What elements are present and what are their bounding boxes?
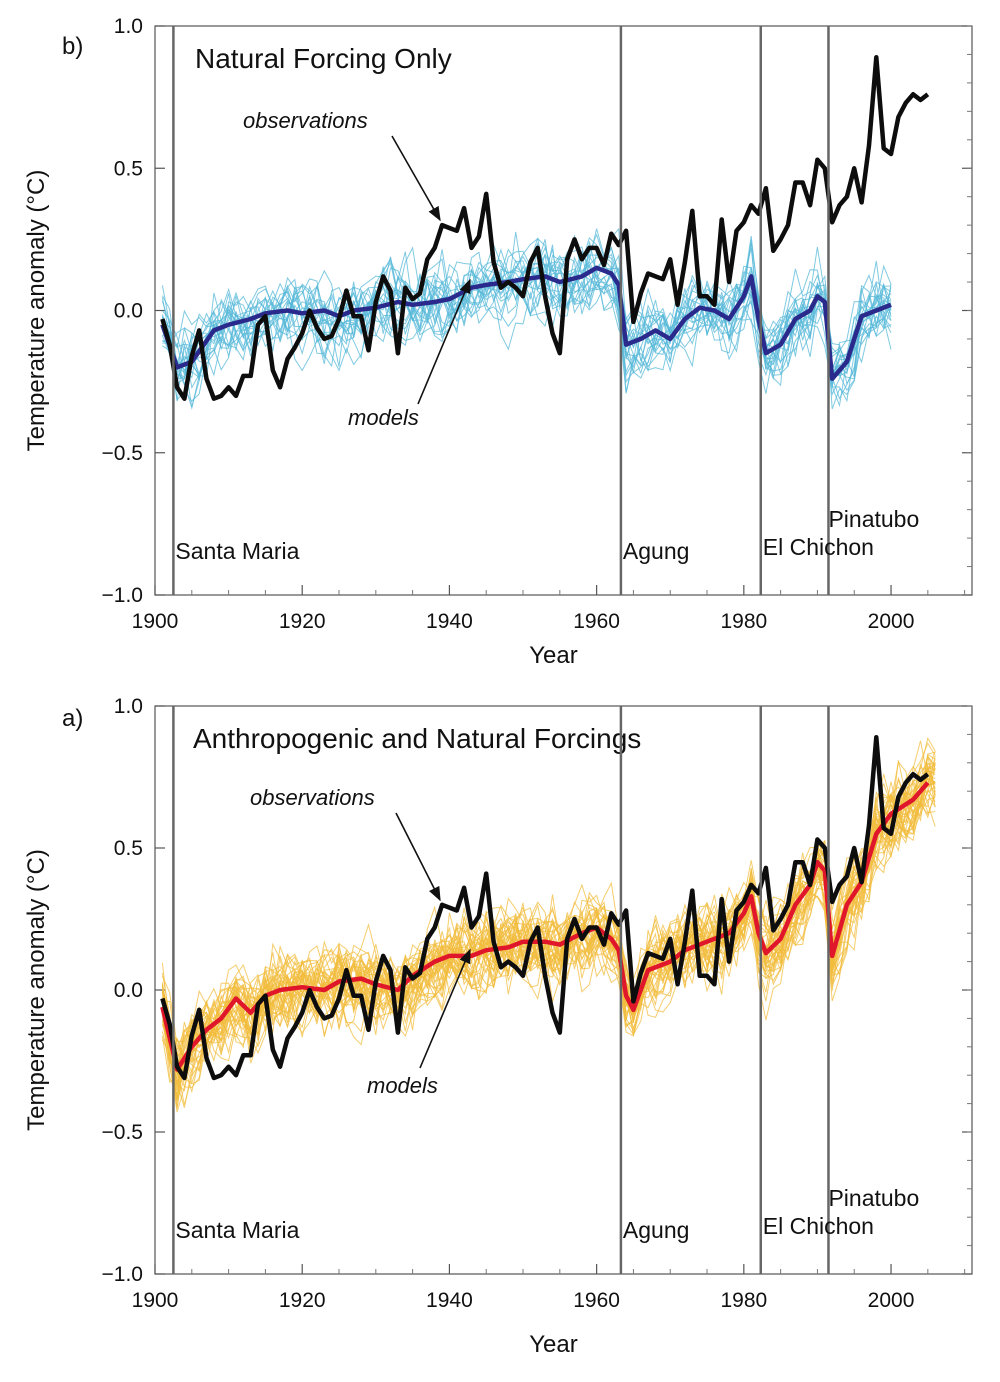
volcano-label: El Chichon <box>763 1213 874 1239</box>
x-tick-label: 1900 <box>132 610 179 633</box>
y-axis-label: Temperature anomaly (°C) <box>23 170 50 452</box>
panel-label: a) <box>62 705 83 732</box>
x-tick-label: 1980 <box>720 610 767 633</box>
y-tick-label: −1.0 <box>102 584 143 607</box>
observations-annotation: observations <box>243 108 368 133</box>
y-tick-label: 1.0 <box>114 695 143 718</box>
x-tick-label: 1980 <box>720 1289 767 1312</box>
chart-panel-a: −1.0 −0.5 0.0 0.5 1.0 1900 1920 1940 1960 1980 200… <box>23 695 973 1358</box>
model-run-line <box>161 246 892 392</box>
observations-arrow <box>391 135 441 222</box>
volcano-label: El Chichon <box>763 534 874 560</box>
models-arrow <box>417 278 471 405</box>
y-tick-label: −0.5 <box>102 1121 143 1144</box>
model-run-line <box>161 765 936 1101</box>
volcano-label: Santa Maria <box>175 1217 299 1243</box>
models-annotation: models <box>348 405 419 430</box>
plot-content <box>160 734 936 1113</box>
y-tick-label: 0.5 <box>114 157 143 180</box>
observations-annotation: observations <box>250 785 375 810</box>
volcano-label: Pinatubo <box>828 506 919 532</box>
chart-title: Anthropogenic and Natural Forcings <box>193 723 641 754</box>
models-arrow <box>419 948 471 1069</box>
x-tick-label: 1940 <box>426 610 473 633</box>
x-tick-label: 1920 <box>279 610 326 633</box>
observations-arrow <box>395 812 441 902</box>
x-axis-label: Year <box>529 642 578 669</box>
observations-line <box>160 734 930 1081</box>
model-run-line <box>162 243 892 385</box>
y-tick-label: 0.0 <box>114 300 143 323</box>
x-tick-label: 2000 <box>868 610 915 633</box>
x-tick-label: 1940 <box>426 1289 473 1312</box>
volcano-label: Santa Maria <box>175 538 299 564</box>
x-tick-label: 1900 <box>132 1289 179 1312</box>
x-tick-label: 1960 <box>573 610 620 633</box>
volcano-label: Pinatubo <box>828 1185 919 1211</box>
x-tick-label: 2000 <box>868 1289 915 1312</box>
model-mean-line <box>160 265 892 382</box>
chart-title: Natural Forcing Only <box>195 43 452 74</box>
volcano-label: Agung <box>623 1217 690 1243</box>
y-axis-label: Temperature anomaly (°C) <box>23 849 50 1131</box>
y-tick-label: −0.5 <box>102 442 143 465</box>
plot-content <box>160 55 930 410</box>
y-tick-label: 0.5 <box>114 837 143 860</box>
chart-panel-b: −1.0 −0.5 0.0 0.5 1.0 1900 1920 1940 1960 1980 200… <box>23 15 973 669</box>
x-axis-label: Year <box>529 1331 578 1358</box>
model-run-line <box>161 767 936 1052</box>
panel-label: b) <box>62 33 83 60</box>
volcano-label: Agung <box>623 538 690 564</box>
y-tick-label: 1.0 <box>114 15 143 38</box>
model-run-line <box>161 779 936 1085</box>
observations-line <box>160 55 930 401</box>
x-tick-label: 1920 <box>279 1289 326 1312</box>
y-tick-label: 0.0 <box>114 979 143 1002</box>
models-annotation: models <box>367 1073 438 1098</box>
x-tick-label: 1960 <box>573 1289 620 1312</box>
model-run-line <box>162 236 892 403</box>
y-tick-label: −1.0 <box>102 1263 143 1286</box>
